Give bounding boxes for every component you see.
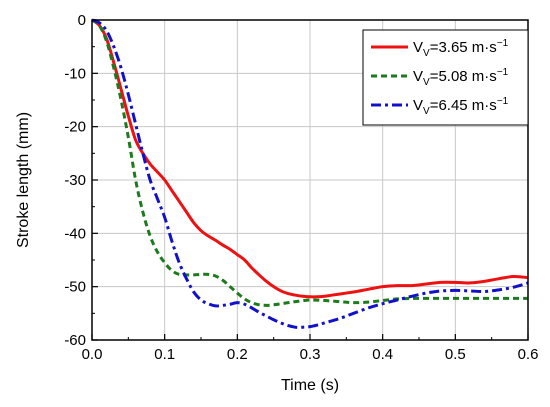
- x-axis-title: Time (s): [281, 377, 339, 394]
- y-tick-label: -50: [64, 279, 86, 296]
- legend: VV=3.65 m·s−1VV=5.08 m·s−1VV=6.45 m·s−1: [362, 29, 529, 126]
- y-tick-label: -10: [64, 65, 86, 82]
- x-tick-label: 0.2: [227, 346, 248, 363]
- series-line-3: [91, 18, 529, 329]
- legend-label-part: −1: [497, 96, 509, 107]
- y-tick-label: -40: [64, 225, 86, 242]
- legend-label-part: −1: [497, 67, 509, 78]
- legend-label-part: =5.08 m·s: [430, 68, 497, 85]
- x-tick-label: 0.4: [372, 346, 393, 363]
- legend-label-part: =3.65 m·s: [430, 39, 497, 56]
- legend-label-part: V: [423, 106, 430, 117]
- axis-ticks: [91, 19, 529, 341]
- legend-label-part: V: [413, 39, 423, 56]
- series-layer: [91, 18, 529, 329]
- legend-label-2: VV=5.08 m·s−1: [413, 67, 509, 88]
- tick-labels: 0.0 0.1 0.2 0.3 0.4 0.5 0.6 0 -10 -20 -30 -40 -50 -60: [64, 12, 538, 363]
- y-axis-title: Stroke length (mm): [15, 112, 32, 248]
- y-tick-label: -20: [64, 119, 86, 136]
- y-tick-label: -60: [64, 332, 86, 349]
- x-tick-label: 0.1: [154, 346, 175, 363]
- x-tick-label: 0.0: [82, 346, 103, 363]
- x-tick-label: 0.5: [445, 346, 466, 363]
- legend-label-part: V: [413, 68, 423, 85]
- legend-label-part: V: [423, 48, 430, 59]
- series-line-1: [91, 18, 529, 299]
- grid-lines: [92, 20, 528, 340]
- legend-label-part: V: [413, 97, 423, 114]
- x-tick-label: 0.3: [300, 346, 321, 363]
- legend-label-part: −1: [497, 38, 509, 49]
- y-tick-label: 0: [78, 12, 86, 29]
- legend-label-3: VV=6.45 m·s−1: [413, 96, 509, 117]
- y-tick-label: -30: [64, 172, 86, 189]
- legend-label-1: VV=3.65 m·s−1: [413, 38, 509, 59]
- x-tick-label: 0.6: [518, 346, 539, 363]
- legend-label-part: V: [423, 77, 430, 88]
- legend-label-part: =6.45 m·s: [430, 97, 497, 114]
